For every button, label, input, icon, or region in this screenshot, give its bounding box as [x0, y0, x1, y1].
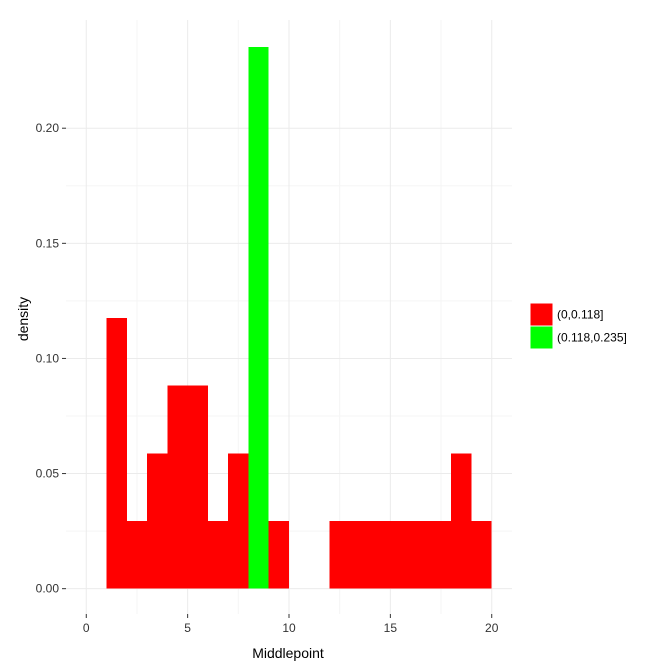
x-tick-label: 20 — [485, 621, 499, 635]
x-tick-label: 5 — [184, 621, 191, 635]
legend-key — [529, 302, 554, 327]
y-tick-label: 0.20 — [36, 121, 60, 135]
histogram-bar — [329, 520, 350, 589]
histogram-bar — [471, 520, 492, 589]
histogram-bar — [207, 520, 229, 589]
histogram-bar — [370, 520, 391, 589]
bars — [106, 46, 492, 589]
histogram-bar — [390, 520, 411, 589]
x-tick-label: 10 — [282, 621, 296, 635]
histogram-bar — [126, 520, 148, 589]
histogram-bar — [147, 453, 168, 589]
x-tick-label: 15 — [384, 621, 398, 635]
y-tick-label: 0.00 — [36, 582, 60, 596]
legend-key — [529, 325, 554, 350]
legend-label: (0.118,0.235] — [557, 331, 627, 345]
histogram-bar — [248, 46, 269, 589]
histogram-bar — [349, 520, 371, 589]
histogram-bar — [268, 520, 289, 589]
histogram-bar — [410, 520, 431, 589]
histogram-bar — [106, 317, 127, 589]
y-tick-label: 0.10 — [36, 351, 60, 365]
grid-lines — [66, 20, 512, 614]
y-tick-label: 0.15 — [36, 236, 60, 250]
legend-label: (0,0.118] — [557, 308, 603, 322]
y-axis-ticks: 0.00 0.05 0.10 0.15 0.20 — [36, 121, 66, 596]
y-tick-label: 0.05 — [36, 467, 60, 481]
histogram-bar — [187, 385, 208, 589]
x-tick-label: 0 — [83, 621, 90, 635]
legend: (0,0.118] (0.118,0.235] — [529, 302, 627, 350]
histogram-bar — [451, 453, 472, 589]
x-axis-ticks: 0 5 10 15 20 — [83, 614, 499, 635]
histogram-bar — [228, 453, 249, 589]
histogram-bar — [167, 385, 188, 589]
x-axis-title: Middlepoint — [252, 645, 324, 661]
histogram-bar — [430, 520, 452, 589]
y-axis-title: density — [15, 297, 31, 341]
